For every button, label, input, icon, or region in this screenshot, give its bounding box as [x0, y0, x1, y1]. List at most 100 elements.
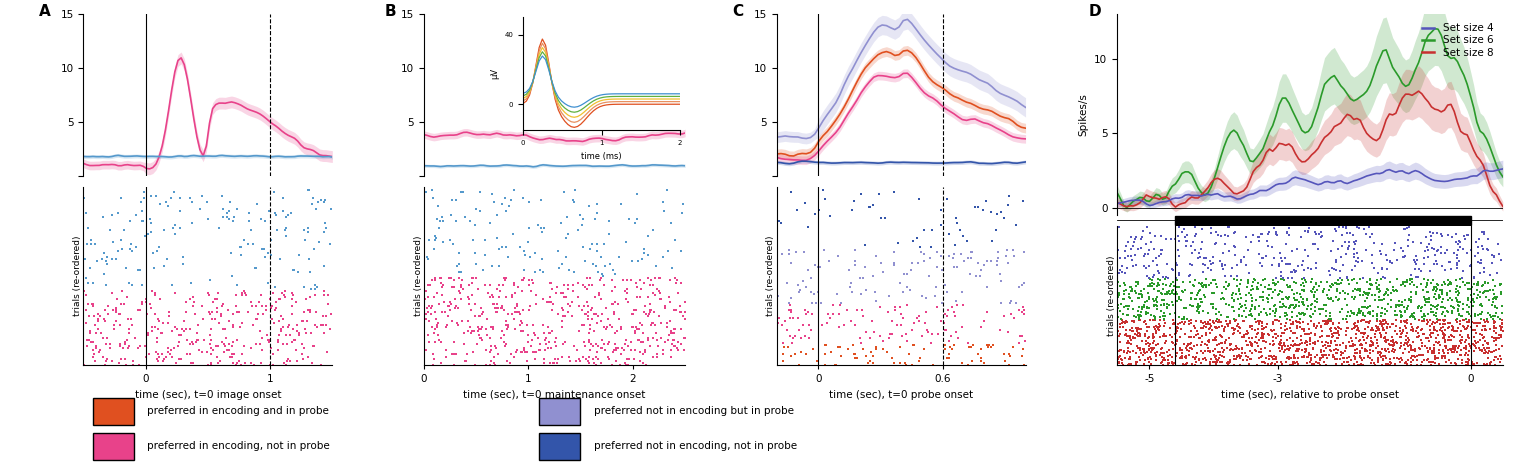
Point: [616, 361, 641, 369]
Point: [77, 264, 102, 271]
Point: [243, 315, 267, 322]
Point: [317, 241, 342, 248]
Point: [583, 293, 607, 301]
Point: [168, 194, 193, 202]
Point: [572, 283, 597, 291]
Point: [490, 304, 515, 312]
Point: [1351, 329, 1375, 336]
Point: [478, 361, 502, 369]
Point: [94, 340, 118, 348]
Point: [1407, 332, 1431, 340]
Point: [914, 295, 938, 302]
Point: [439, 300, 463, 307]
Point: [771, 357, 795, 365]
Point: [852, 346, 876, 353]
Point: [1389, 343, 1413, 350]
Point: [1448, 243, 1472, 250]
Point: [1307, 359, 1331, 366]
Point: [1208, 318, 1233, 326]
Point: [1337, 238, 1362, 246]
Y-axis label: Spikes/s: Spikes/s: [1079, 93, 1088, 136]
Point: [131, 281, 155, 288]
Point: [1277, 353, 1301, 361]
Point: [1465, 286, 1489, 293]
Point: [1442, 349, 1466, 356]
Point: [1116, 332, 1140, 340]
Point: [1170, 350, 1195, 357]
Text: preferred not in encoding, not in probe: preferred not in encoding, not in probe: [594, 441, 797, 452]
Point: [1412, 317, 1436, 325]
Point: [1375, 321, 1400, 328]
Point: [847, 335, 871, 342]
Point: [1368, 287, 1392, 294]
Point: [1173, 318, 1198, 326]
Point: [1390, 254, 1415, 261]
Point: [1439, 280, 1463, 288]
Point: [1485, 335, 1509, 342]
Point: [1140, 316, 1164, 323]
Point: [1172, 226, 1196, 233]
Point: [630, 256, 654, 263]
Point: [448, 287, 472, 295]
Point: [1488, 345, 1512, 352]
Point: [1422, 291, 1447, 298]
Point: [1116, 302, 1140, 310]
Point: [285, 321, 310, 329]
Point: [965, 259, 990, 267]
Point: [921, 361, 946, 369]
Point: [128, 266, 152, 274]
Point: [1451, 267, 1475, 275]
Point: [1418, 345, 1442, 352]
Point: [1342, 321, 1366, 328]
Point: [1471, 327, 1495, 334]
Point: [794, 199, 818, 207]
Point: [1287, 302, 1312, 310]
Point: [603, 283, 627, 291]
Point: [1424, 335, 1448, 342]
Point: [581, 260, 606, 267]
Point: [1117, 360, 1142, 368]
Point: [1325, 329, 1350, 336]
Point: [1316, 320, 1340, 327]
Point: [1240, 342, 1264, 349]
Point: [1287, 320, 1312, 327]
Point: [144, 334, 168, 341]
Point: [519, 287, 543, 295]
Point: [622, 328, 647, 335]
Point: [1454, 345, 1479, 352]
Point: [1359, 342, 1383, 349]
Point: [522, 329, 546, 337]
Point: [768, 219, 792, 227]
Point: [668, 247, 692, 255]
Point: [460, 328, 484, 335]
Point: [627, 336, 651, 344]
Point: [1237, 289, 1261, 297]
Point: [657, 317, 682, 324]
Point: [168, 332, 193, 339]
Point: [1145, 328, 1169, 335]
Point: [1181, 334, 1205, 341]
Point: [1397, 349, 1421, 356]
Point: [1204, 241, 1228, 248]
Point: [1145, 262, 1169, 269]
Point: [484, 234, 509, 242]
Point: [1145, 296, 1169, 304]
Point: [1205, 231, 1230, 239]
Point: [1438, 287, 1462, 294]
Point: [152, 226, 176, 234]
Point: [1430, 303, 1454, 311]
Point: [304, 281, 328, 288]
Point: [1480, 259, 1504, 267]
Point: [1287, 342, 1312, 349]
Point: [586, 342, 610, 350]
Point: [636, 313, 660, 320]
Point: [1196, 321, 1220, 328]
Point: [1430, 281, 1454, 289]
Point: [140, 328, 164, 335]
Point: [1252, 358, 1277, 366]
Point: [1381, 247, 1406, 254]
Point: [1357, 317, 1381, 325]
Point: [510, 194, 534, 202]
Point: [1395, 305, 1419, 312]
Point: [121, 357, 146, 365]
